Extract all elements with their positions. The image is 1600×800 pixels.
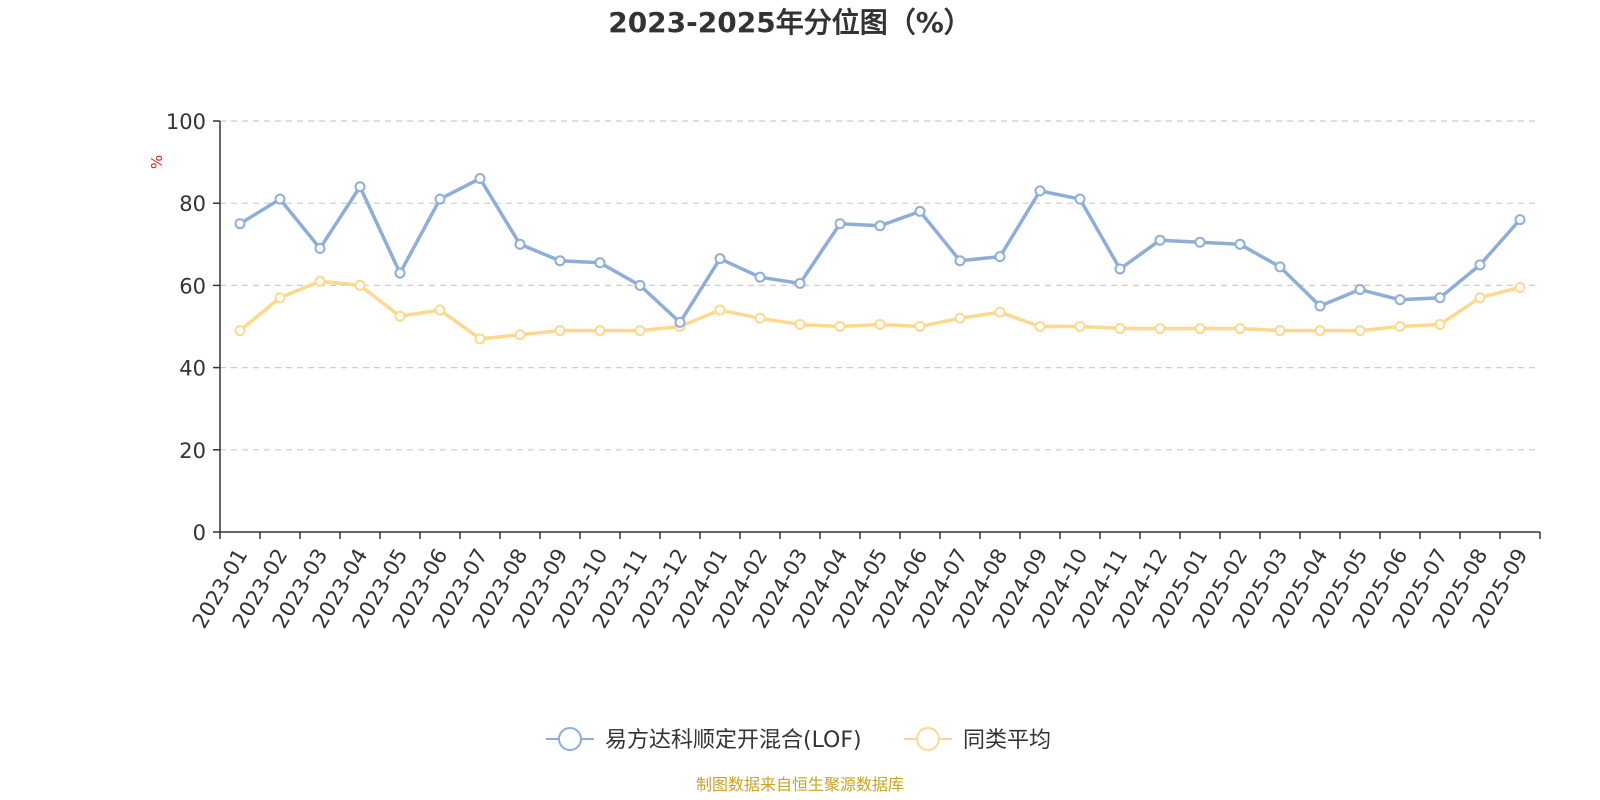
data-point-0-2024-04[interactable] — [834, 218, 846, 230]
data-point-1-2025-08[interactable] — [1474, 292, 1486, 304]
data-point-0-2025-01[interactable] — [1194, 236, 1206, 248]
data-point-0-2023-11[interactable] — [634, 279, 646, 291]
data-point-0-2024-03[interactable] — [794, 277, 806, 289]
data-point-0-2025-06[interactable] — [1394, 294, 1406, 306]
data-point-1-2024-11[interactable] — [1114, 323, 1126, 335]
data-point-1-2024-05[interactable] — [874, 318, 886, 330]
data-point-1-2023-11[interactable] — [634, 325, 646, 337]
data-point-0-2025-02[interactable] — [1234, 238, 1246, 250]
data-point-0-2024-10[interactable] — [1074, 193, 1086, 205]
data-point-0-2025-09[interactable] — [1514, 214, 1526, 226]
data-point-0-2023-10[interactable] — [594, 257, 606, 269]
legend-label-0: 易方达科顺定开混合(LOF) — [605, 728, 862, 753]
data-point-1-2024-06[interactable] — [914, 321, 926, 332]
data-point-1-2024-04[interactable] — [834, 321, 846, 332]
data-point-1-2024-03[interactable] — [794, 318, 806, 330]
series-layer — [234, 173, 1526, 345]
y-tick-label-100: 100 — [166, 110, 206, 134]
data-point-0-2024-07[interactable] — [954, 255, 966, 267]
data-point-0-2023-02[interactable] — [274, 193, 286, 205]
data-point-0-2024-11[interactable] — [1114, 263, 1126, 275]
series-line-0 — [239, 176, 1522, 325]
data-point-1-2024-08[interactable] — [994, 306, 1006, 318]
data-point-1-2023-03[interactable] — [314, 275, 326, 287]
data-point-0-2023-06[interactable] — [434, 193, 446, 205]
data-point-0-2025-05[interactable] — [1354, 284, 1366, 296]
data-point-1-2023-07[interactable] — [474, 333, 486, 345]
data-point-1-2024-02[interactable] — [754, 312, 766, 324]
data-point-1-2024-12[interactable] — [1154, 323, 1166, 335]
axes: 0204060801002023-012023-022023-032023-04… — [166, 110, 1541, 632]
data-point-1-2025-05[interactable] — [1354, 325, 1366, 337]
data-point-0-2024-02[interactable] — [754, 271, 766, 283]
data-point-1-2023-05[interactable] — [394, 310, 406, 322]
legend-marker-1 — [916, 727, 940, 751]
data-point-1-2023-01[interactable] — [234, 325, 246, 337]
y-tick-label-40: 40 — [179, 357, 206, 381]
y-tick-label-80: 80 — [179, 192, 206, 216]
y-tick-label-20: 20 — [179, 439, 206, 463]
data-point-1-2025-01[interactable] — [1194, 323, 1206, 335]
data-point-1-2023-09[interactable] — [554, 325, 566, 337]
legend-item-0[interactable]: 易方达科顺定开混合(LOF) — [546, 727, 862, 753]
series-0 — [234, 173, 1526, 328]
data-point-0-2025-07[interactable] — [1434, 292, 1446, 304]
series-line-1 — [238, 279, 1521, 341]
legend-item-1[interactable]: 同类平均 — [904, 727, 1051, 753]
legend[interactable]: 易方达科顺定开混合(LOF) 同类平均 — [546, 727, 1051, 753]
data-point-0-2023-03[interactable] — [314, 242, 326, 254]
data-point-0-2023-07[interactable] — [474, 173, 486, 185]
data-point-1-2023-06[interactable] — [434, 304, 446, 316]
data-point-1-2023-08[interactable] — [514, 329, 526, 341]
data-point-1-2023-10[interactable] — [594, 325, 606, 337]
data-point-1-2025-03[interactable] — [1274, 325, 1286, 337]
data-point-0-2023-01[interactable] — [234, 218, 246, 230]
legend-marker-0 — [558, 727, 582, 751]
data-point-0-2025-03[interactable] — [1274, 261, 1286, 273]
data-point-1-2024-10[interactable] — [1074, 321, 1086, 332]
chart-title: 2023-2025年分位图（%） — [608, 6, 972, 39]
data-point-1-2025-02[interactable] — [1234, 323, 1246, 335]
data-point-0-2024-06[interactable] — [914, 205, 926, 217]
data-point-0-2023-12[interactable] — [674, 316, 686, 328]
data-point-1-2023-04[interactable] — [354, 279, 366, 291]
data-point-0-2023-04[interactable] — [354, 181, 366, 193]
data-point-1-2025-07[interactable] — [1434, 318, 1446, 330]
data-point-0-2024-08[interactable] — [994, 251, 1006, 263]
data-point-0-2025-08[interactable] — [1474, 259, 1486, 271]
data-point-0-2023-05[interactable] — [394, 267, 406, 279]
data-point-1-2024-09[interactable] — [1034, 321, 1046, 332]
y-tick-label-0: 0 — [193, 521, 206, 545]
data-point-0-2025-04[interactable] — [1314, 300, 1326, 312]
data-point-0-2023-08[interactable] — [514, 238, 526, 250]
data-point-0-2024-12[interactable] — [1154, 234, 1166, 246]
source-note: 制图数据来自恒生聚源数据库 — [696, 775, 904, 794]
data-point-1-2024-01[interactable] — [714, 304, 726, 316]
data-point-1-2025-04[interactable] — [1314, 325, 1326, 337]
data-point-1-2024-07[interactable] — [954, 312, 966, 324]
data-point-0-2024-05[interactable] — [874, 220, 886, 232]
gridlines — [220, 120, 1540, 451]
data-point-0-2024-01[interactable] — [714, 253, 726, 265]
legend-label-1: 同类平均 — [963, 728, 1051, 753]
data-point-1-2025-06[interactable] — [1394, 321, 1406, 332]
data-point-1-2023-02[interactable] — [274, 292, 286, 304]
data-point-1-2025-09[interactable] — [1514, 281, 1526, 293]
data-point-0-2023-09[interactable] — [554, 255, 566, 267]
data-point-0-2024-09[interactable] — [1034, 185, 1046, 197]
y-axis-unit-label: % — [148, 155, 166, 169]
series-1 — [234, 275, 1526, 345]
y-tick-label-60: 60 — [179, 274, 206, 298]
